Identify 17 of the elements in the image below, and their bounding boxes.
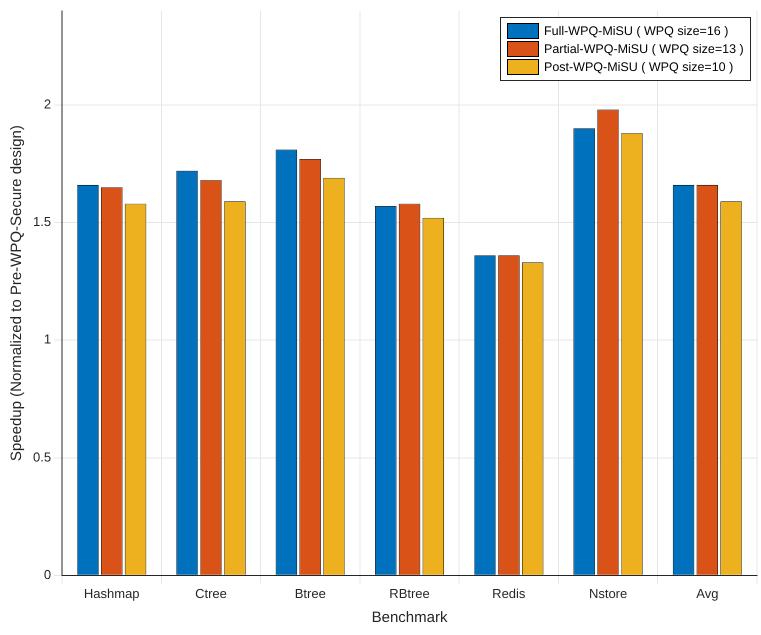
x-tick-label: Ctree	[195, 586, 227, 601]
x-tick-label: Btree	[294, 586, 326, 601]
legend-label: Partial-WPQ-MiSU ( WPQ size=13 )	[544, 42, 744, 56]
y-axis-title: Speedup (Normalized to Pre-WPQ-Secure design)	[8, 125, 26, 462]
y-tick-label: 1	[44, 332, 52, 347]
x-tick-label: Redis	[492, 586, 526, 601]
x-tick-label: Avg	[696, 586, 718, 601]
y-tick-label: 0.5	[32, 449, 52, 464]
y-tick-label: 0	[44, 566, 52, 582]
x-axis-title: Benchmark	[372, 609, 448, 626]
x-tick-label: RBtree	[389, 586, 430, 601]
x-tick-label: Nstore	[588, 586, 628, 601]
y-tick-label: 1.5	[32, 214, 52, 230]
x-tick-label: Hashmap	[84, 586, 140, 601]
y-tick-label: 2	[44, 96, 52, 112]
legend-label: Full-WPQ-MiSU ( WPQ size=16 )	[544, 24, 728, 38]
legend-label: Post-WPQ-MiSU ( WPQ size=10 )	[544, 60, 734, 74]
